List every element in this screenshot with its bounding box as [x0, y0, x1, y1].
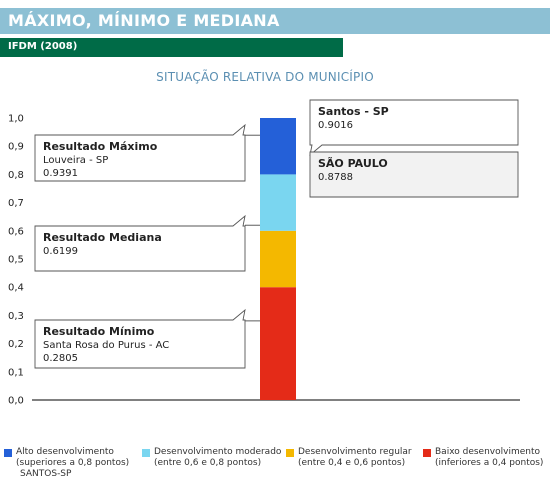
legend-label-range: (entre 0,6 e 0,8 pontos) — [154, 458, 262, 468]
legend-label: Alto desenvolvimento (superiores a 0,8 po… — [16, 447, 129, 469]
legend-label-title: Desenvolvimento moderado — [154, 447, 282, 457]
callout-line: 0.9391 — [43, 168, 78, 179]
bar-band-2 — [260, 174, 296, 231]
callout-title: Resultado Mediana — [43, 231, 162, 244]
y-tick-label: 0,8 — [8, 170, 24, 181]
callout-title: SÃO PAULO — [318, 157, 388, 170]
bar-band-0 — [260, 287, 296, 400]
legend-label: Desenvolvimento moderado (entre 0,6 e 0,8… — [154, 447, 281, 469]
y-tick-label: 1,0 — [8, 114, 24, 125]
callout-4: SÃO PAULO 0.8788 — [309, 151, 519, 198]
chart-title: SITUAÇÃO RELATIVA DO MUNICÍPIO — [156, 70, 374, 84]
legend-label-range: (superiores a 0,8 pontos) — [16, 458, 130, 468]
callout-line: Louveira - SP — [43, 155, 108, 166]
legend-swatch — [423, 449, 431, 457]
callout-box — [34, 214, 246, 272]
callout-line: 0.6199 — [43, 246, 78, 257]
legend-label-range: (entre 0,4 e 0,6 pontos) — [298, 458, 406, 468]
callout-line: Santa Rosa do Purus - AC — [43, 340, 169, 351]
subheader-bar: IFDM (2008) — [0, 38, 343, 57]
bar-band-1 — [260, 230, 296, 288]
y-tick-label: 0,9 — [8, 142, 24, 153]
callout-box — [309, 99, 519, 157]
callout-box — [309, 151, 519, 198]
legend-footer: SANTOS-SP — [20, 469, 72, 479]
y-tick-label: 0,7 — [8, 198, 24, 209]
chart: 1,0 0,9 0,8 0,7 0,6 0,5 0,4 0,3 0,2 0,1 0,0 Resulta… — [8, 99, 520, 407]
callout-0: Resultado Máximo Louveira - SP 0.9391 — [34, 123, 246, 182]
bar-band-3 — [260, 118, 296, 175]
callout-2: Resultado Mínimo Santa Rosa do Purus - AC… — [34, 308, 246, 369]
legend-label: Baixo desenvolvimento (inferiores a 0,4 p… — [435, 447, 543, 469]
page-title: MÁXIMO, MÍNIMO E MEDIANA — [8, 11, 280, 30]
legend-label-title: Baixo desenvolvimento — [435, 447, 540, 457]
y-tick-label: 0,2 — [8, 339, 24, 350]
legend-label-title: Desenvolvimento regular — [298, 447, 412, 457]
callout-1: Resultado Mediana 0.6199 — [34, 214, 246, 272]
legend-swatch — [4, 449, 12, 457]
header-bar: MÁXIMO, MÍNIMO E MEDIANA — [0, 8, 550, 34]
index-label: IFDM (2008) — [8, 41, 78, 52]
callout-3: Santos - SP 0.9016 — [309, 99, 519, 157]
legend-swatch — [142, 449, 150, 457]
y-tick-label: 0,0 — [8, 396, 24, 407]
callout-title: Resultado Máximo — [43, 140, 158, 153]
y-tick-label: 0,1 — [8, 367, 24, 378]
callout-title: Santos - SP — [318, 105, 389, 118]
callout-line: 0.8788 — [318, 172, 353, 183]
y-tick-label: 0,3 — [8, 311, 24, 322]
callout-line: 0.9016 — [318, 120, 353, 131]
legend: Alto desenvolvimento (superiores a 0,8 po… — [4, 447, 550, 487]
y-tick-label: 0,4 — [8, 283, 24, 294]
legend-swatch — [286, 449, 294, 457]
callout-box — [34, 308, 246, 369]
y-tick-label: 0,5 — [8, 255, 24, 266]
legend-label-title: Alto desenvolvimento — [16, 447, 114, 457]
y-tick-label: 0,6 — [8, 226, 24, 237]
callout-box — [34, 123, 246, 182]
legend-label: Desenvolvimento regular (entre 0,4 e 0,6 … — [298, 447, 412, 469]
callout-line: 0.2805 — [43, 353, 78, 364]
callout-title: Resultado Mínimo — [43, 325, 155, 338]
legend-label-range: (inferiores a 0,4 pontos) — [435, 458, 544, 468]
